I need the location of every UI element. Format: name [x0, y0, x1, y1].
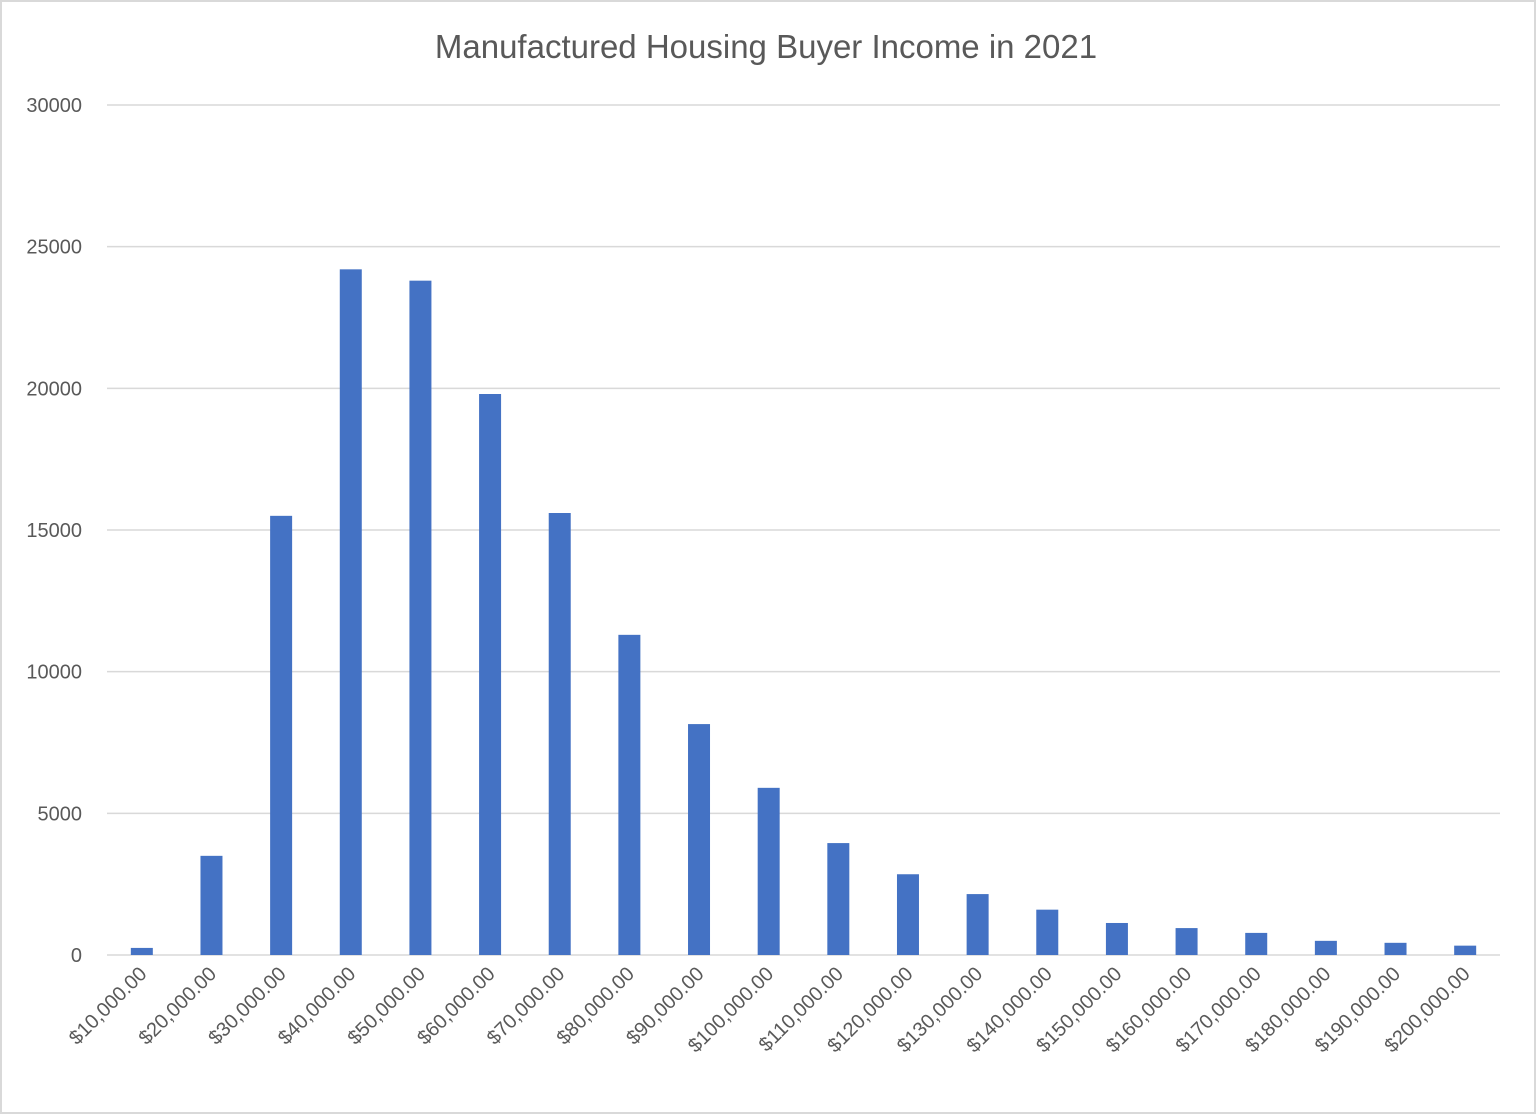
bar	[130, 947, 153, 955]
y-tick-label: 10000	[26, 662, 82, 684]
bar	[896, 874, 919, 955]
bar	[339, 269, 362, 955]
bar	[757, 787, 780, 955]
y-tick-label: 15000	[26, 520, 82, 542]
bar	[548, 513, 571, 955]
x-axis-ticks: $10,000.00$20,000.00$30,000.00$40,000.00…	[65, 963, 1475, 1057]
bar	[409, 280, 432, 956]
bars	[130, 269, 1477, 956]
bar	[1036, 909, 1059, 955]
gridlines	[107, 104, 1500, 956]
bar	[270, 515, 293, 955]
chart-title: Manufactured Housing Buyer Income in 202…	[435, 28, 1097, 65]
bar	[1314, 940, 1337, 955]
bar	[1384, 942, 1407, 955]
bar	[1105, 922, 1128, 955]
bar	[688, 724, 711, 955]
bar	[1454, 945, 1477, 955]
bar	[618, 634, 641, 955]
y-tick-label: 30000	[26, 95, 82, 117]
y-tick-label: 20000	[26, 378, 82, 400]
y-tick-label: 5000	[38, 803, 83, 825]
y-axis-ticks: 0 5000 10000 15000 20000 25000 30000	[26, 95, 82, 967]
y-tick-label: 25000	[26, 237, 82, 259]
bar	[200, 855, 223, 955]
bar	[966, 894, 989, 955]
y-tick-label: 0	[71, 945, 82, 967]
bar	[1245, 932, 1268, 955]
bar	[1175, 928, 1198, 955]
bar	[827, 843, 850, 955]
bar	[479, 394, 502, 955]
